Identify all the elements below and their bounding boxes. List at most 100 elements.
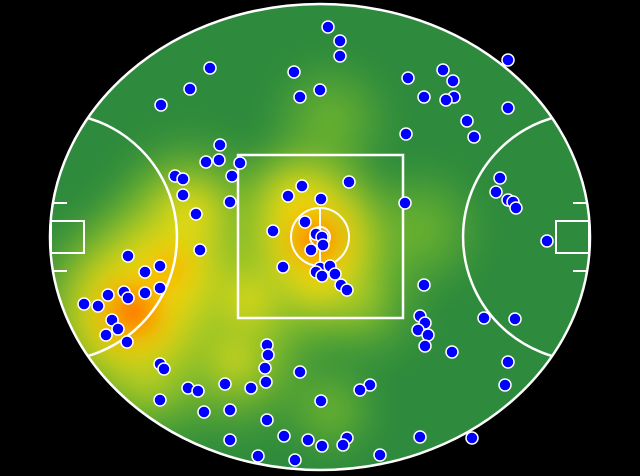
event-marker[interactable] [460, 114, 474, 128]
event-markers [77, 20, 554, 467]
event-marker[interactable] [298, 215, 312, 229]
event-marker[interactable] [321, 20, 335, 34]
event-marker[interactable] [176, 188, 190, 202]
event-marker[interactable] [493, 171, 507, 185]
event-marker[interactable] [138, 286, 152, 300]
event-marker[interactable] [398, 196, 412, 210]
event-marker[interactable] [223, 403, 237, 417]
event-marker[interactable] [313, 83, 327, 97]
event-marker[interactable] [336, 438, 350, 452]
event-marker[interactable] [183, 82, 197, 96]
event-marker[interactable] [101, 288, 115, 302]
event-marker[interactable] [293, 90, 307, 104]
event-marker[interactable] [316, 238, 330, 252]
event-marker[interactable] [212, 153, 226, 167]
event-marker[interactable] [197, 405, 211, 419]
event-marker[interactable] [333, 34, 347, 48]
event-marker[interactable] [154, 98, 168, 112]
event-marker[interactable] [223, 433, 237, 447]
event-marker[interactable] [333, 49, 347, 63]
event-marker[interactable] [251, 449, 265, 463]
event-marker[interactable] [315, 269, 329, 283]
event-marker[interactable] [401, 71, 415, 85]
event-marker[interactable] [225, 169, 239, 183]
event-marker[interactable] [218, 377, 232, 391]
event-marker[interactable] [314, 394, 328, 408]
event-marker[interactable] [91, 299, 105, 313]
event-marker[interactable] [501, 53, 515, 67]
event-marker[interactable] [477, 311, 491, 325]
event-marker[interactable] [340, 283, 354, 297]
event-marker[interactable] [233, 156, 247, 170]
event-marker[interactable] [153, 259, 167, 273]
event-marker[interactable] [413, 430, 427, 444]
event-marker[interactable] [260, 413, 274, 427]
center-square [236, 153, 405, 320]
event-marker[interactable] [304, 243, 318, 257]
event-marker[interactable] [509, 201, 523, 215]
event-marker[interactable] [189, 207, 203, 221]
event-marker[interactable] [288, 453, 302, 467]
event-marker[interactable] [353, 383, 367, 397]
event-marker[interactable] [244, 381, 258, 395]
event-marker[interactable] [191, 384, 205, 398]
event-marker[interactable] [465, 431, 479, 445]
event-marker[interactable] [120, 335, 134, 349]
event-marker[interactable] [417, 90, 431, 104]
event-marker[interactable] [121, 291, 135, 305]
event-marker[interactable] [399, 127, 413, 141]
event-marker[interactable] [203, 61, 217, 75]
goal-square-left [50, 220, 85, 254]
event-marker[interactable] [501, 355, 515, 369]
event-marker[interactable] [281, 189, 295, 203]
fifty-metre-arc-right [461, 111, 588, 363]
event-marker[interactable] [498, 378, 512, 392]
event-marker[interactable] [315, 439, 329, 453]
goal-square-right [555, 220, 590, 254]
event-marker[interactable] [445, 345, 459, 359]
event-marker[interactable] [153, 281, 167, 295]
event-marker[interactable] [301, 433, 315, 447]
event-marker[interactable] [439, 93, 453, 107]
fifty-metre-arc-left [52, 111, 179, 363]
event-marker[interactable] [446, 74, 460, 88]
event-marker[interactable] [138, 265, 152, 279]
event-marker[interactable] [501, 101, 515, 115]
event-marker[interactable] [342, 175, 356, 189]
event-marker[interactable] [266, 224, 280, 238]
event-marker[interactable] [276, 260, 290, 274]
event-marker[interactable] [418, 339, 432, 353]
event-marker[interactable] [293, 365, 307, 379]
event-marker[interactable] [489, 185, 503, 199]
event-marker[interactable] [111, 322, 125, 336]
event-marker[interactable] [261, 348, 275, 362]
event-marker[interactable] [121, 249, 135, 263]
event-marker[interactable] [287, 65, 301, 79]
heat-blob [207, 332, 263, 388]
event-marker[interactable] [421, 328, 435, 342]
event-marker[interactable] [508, 312, 522, 326]
event-marker[interactable] [153, 393, 167, 407]
event-marker[interactable] [314, 192, 328, 206]
event-marker[interactable] [277, 429, 291, 443]
event-marker[interactable] [295, 179, 309, 193]
event-marker[interactable] [99, 328, 113, 342]
event-marker[interactable] [436, 63, 450, 77]
event-marker[interactable] [193, 243, 207, 257]
event-marker[interactable] [467, 130, 481, 144]
event-marker[interactable] [199, 155, 213, 169]
event-marker[interactable] [328, 267, 342, 281]
event-marker[interactable] [176, 172, 190, 186]
event-marker[interactable] [157, 362, 171, 376]
event-marker[interactable] [540, 234, 554, 248]
event-marker[interactable] [417, 278, 431, 292]
event-marker[interactable] [373, 448, 387, 462]
event-marker[interactable] [258, 361, 272, 375]
event-marker[interactable] [223, 195, 237, 209]
event-marker[interactable] [213, 138, 227, 152]
event-marker[interactable] [77, 297, 91, 311]
field-markings [48, 2, 592, 472]
event-marker[interactable] [259, 375, 273, 389]
